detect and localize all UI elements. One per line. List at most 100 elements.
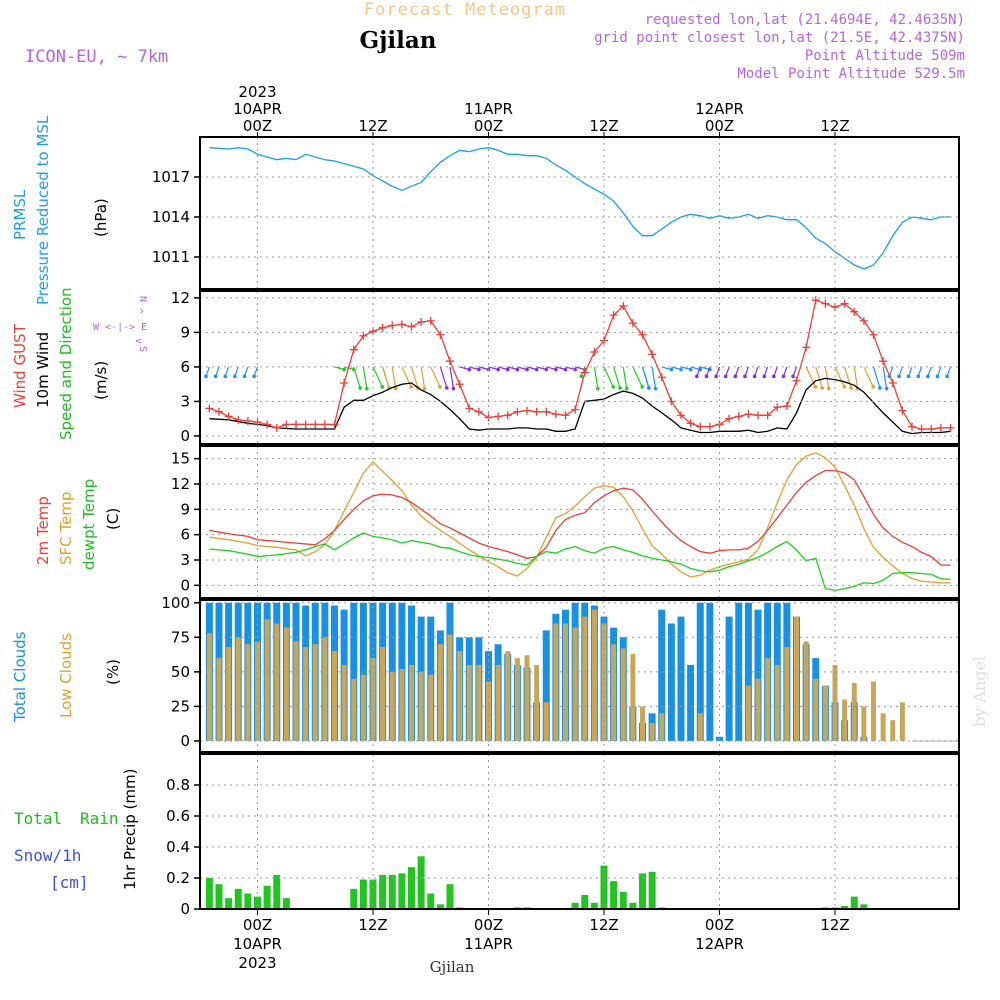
wind-gust-point [320,420,329,429]
location-title: Gjilan [359,27,436,54]
rain-bar [215,884,223,909]
wind-arrow-head [358,386,362,390]
wind-gust-point [590,347,599,356]
low-cloud-bar [360,674,366,741]
total-cloud-bar [667,623,675,741]
wind-gust-point [523,406,531,415]
rain-bar [446,884,454,909]
wind-gust-point [542,407,551,416]
wind-arrow-head [762,374,767,379]
wind-gust-point [465,404,474,413]
wind-arrow-head [525,367,529,372]
requested-coords: requested lon,lat (21.4694E, 42.4635N) [645,12,965,28]
wind-gust-point [744,410,753,419]
wind-arrow [353,366,361,389]
wind-gust-point [446,357,454,366]
low-cloud-bar [543,702,549,741]
low-cloud-bar [457,651,463,741]
rain-bar [648,871,656,909]
wind-gust-point [272,423,281,432]
wind-arrow [834,366,845,388]
low-cloud-bar [332,651,337,741]
wind-gust-point [455,380,464,389]
plot-layer [204,147,959,909]
low-cloud-bar [630,653,636,741]
dewpt-label: dewpt Temp [80,479,98,570]
wind-arrow-head [467,367,472,372]
wind-arrow-head [791,374,795,379]
wind-gust-point [936,423,945,432]
y-tick-label: 9 [180,323,190,341]
low-cloud-bar [303,646,309,741]
wind-arrow [632,366,643,388]
pressure-label-desc: Pressure Reduced to MSL [34,115,52,305]
rain-bar [379,874,387,909]
total-cloud-bar [735,602,743,741]
wind-gust-point [898,406,907,415]
y-tick-label: 9 [180,500,190,518]
wind-gust-point [330,420,339,429]
low-cloud-bar [351,678,357,741]
y-tick-label: 3 [180,551,190,569]
rain-bar [359,879,367,909]
wind-gust-point [349,345,358,354]
wind-arrow-head [534,367,539,372]
low-cloud-bar [264,619,270,741]
wind-arrow-head [477,367,481,372]
rain-bar [205,878,213,909]
wind-arrow-head [252,374,256,379]
pressure-unit: (hPa) [92,198,110,237]
time-label-top: 2023 [238,83,276,101]
total-cloud-label: Total Clouds [11,631,29,723]
total-cloud-bar [706,602,714,741]
low-cloud-bar [505,651,511,741]
y-tick-label: 1017 [152,168,190,186]
wind-arrow-head [505,367,510,372]
wind-gust-point [638,330,647,339]
wind-arrow [844,366,852,389]
time-label-top: 12Z [358,117,387,135]
y-tick-label: 3 [180,392,190,410]
low-cloud-bar [322,637,328,741]
time-label-bottom: 12Z [358,916,387,934]
wind-arrow-head [884,386,889,391]
wind-unit: (m/s) [92,361,110,400]
wind10-line [209,377,951,435]
forecast-title: Forecast Meteogram [364,0,566,20]
wind-gust-point [551,410,560,419]
compass-up: ^ [133,308,144,314]
wind-arrow-head [752,374,757,379]
rain-bar [273,874,281,909]
wind-gust-point [426,316,435,325]
model-point-altitude: Model Point Altitude 529.5m [737,66,965,82]
wind-arrow [603,366,614,388]
low-cloud-bar [794,616,799,741]
low-cloud-bar [842,699,848,741]
wind-arrow-head [409,385,413,389]
low-cloud-bar [418,671,424,741]
rain-bar [254,896,261,909]
wind-arrow [613,366,621,389]
precip-labels: Total Rain Snow/1h [cm] 1hr Precip (mm) [14,769,139,892]
panel-frame-pressure [199,136,960,290]
wind-gust-point [215,407,223,416]
wind-arrow [420,366,426,389]
precip-total-label: Total [14,809,62,828]
rain-bar [234,888,242,909]
wind-arrow-head [544,367,549,372]
time-label-bottom: 00Z [243,916,272,934]
wind-arrow-head [723,374,728,379]
time-label-top: 11APR [464,100,513,118]
total-cloud-bar [744,602,752,741]
wind-gust-point [888,379,897,388]
y-tick-label: 0 [180,900,190,918]
model-label: ICON-EU, ~ 7km [25,47,168,67]
wind-arrow [872,366,881,389]
compass-rose: N ^ W <-|-> E v S [93,296,148,352]
wind-arrow [863,366,874,388]
total-cloud-bar [677,616,685,741]
rain-bar [571,902,579,909]
time-label-top: 12APR [695,100,744,118]
wind-arrow-head [820,386,824,390]
